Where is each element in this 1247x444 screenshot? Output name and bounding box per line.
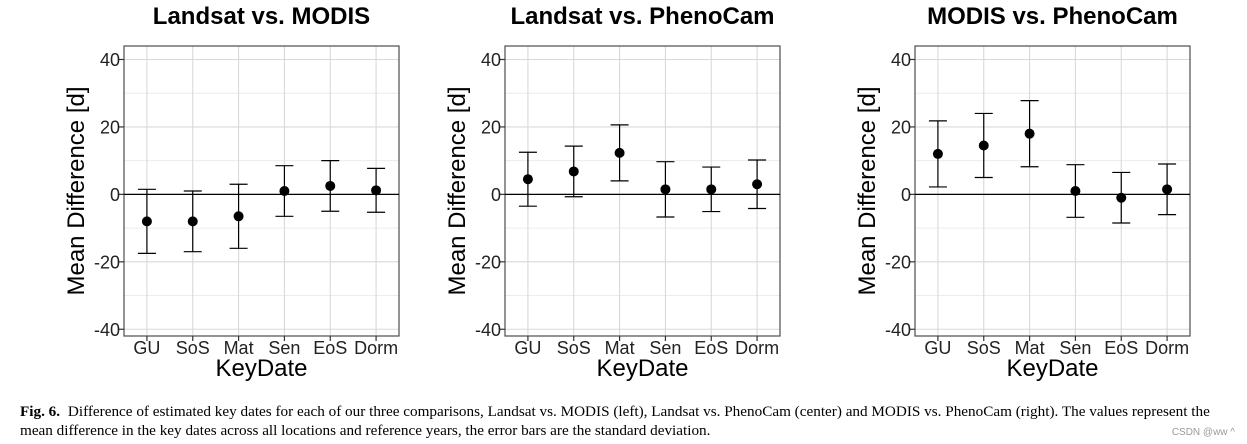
plot-border: [914, 45, 1191, 337]
y-tick-label: 20: [100, 117, 120, 137]
y-axis-label: Mean Difference [d]: [854, 86, 881, 295]
data-point: [706, 184, 717, 195]
y-tick-label: 40: [100, 50, 120, 70]
chart-title: Landsat vs. PhenoCam: [510, 3, 774, 30]
x-tick-label: SoS: [557, 338, 591, 358]
data-point: [187, 216, 198, 227]
x-tick-label: Dorm: [354, 338, 398, 358]
x-axis-label: KeyDate: [215, 355, 307, 382]
y-tick-label: -40: [885, 320, 911, 340]
caption-text: Difference of estimated key dates for ea…: [20, 403, 1210, 439]
y-tick-label: 20: [481, 117, 501, 137]
chart-panel-2: Landsat vs. PhenoCam -40 -20 0 20 40 GU SoS Mat S…: [444, 3, 781, 382]
y-tick-label: 0: [491, 185, 501, 205]
x-tick-label: SoS: [967, 338, 1001, 358]
chart-panel-3: MODIS vs. PhenoCam -40 -20 0 20 40 GU SoS Mat Sen…: [854, 3, 1191, 382]
x-tick-label: Dorm: [735, 338, 779, 358]
x-tick-label: EoS: [313, 338, 347, 358]
data-point: [1162, 184, 1173, 195]
y-tick-label: -20: [94, 252, 120, 272]
figure-caption: Fig. 6. Difference of estimated key date…: [20, 402, 1235, 440]
data-point: [978, 140, 989, 151]
data-point: [752, 179, 763, 190]
y-tick-label: -40: [475, 320, 501, 340]
data-point: [141, 216, 152, 227]
y-tick-label: 40: [891, 50, 911, 70]
x-axis-label: KeyDate: [1006, 355, 1098, 382]
y-tick-label: 40: [481, 50, 501, 70]
data-point: [1070, 186, 1081, 196]
y-tick-label: -20: [885, 252, 911, 272]
data-point: [932, 148, 943, 159]
y-axis-label: Mean Difference [d]: [63, 86, 90, 295]
data-point: [1024, 128, 1035, 139]
y-tick-label: -20: [475, 252, 501, 272]
y-tick-label: 0: [110, 185, 120, 205]
chart-title: Landsat vs. MODIS: [153, 3, 370, 30]
x-tick-label: GU: [514, 338, 541, 358]
x-tick-label: EoS: [1104, 338, 1138, 358]
plot-border: [123, 45, 400, 337]
data-point: [1116, 192, 1127, 203]
chart-title: MODIS vs. PhenoCam: [927, 3, 1178, 30]
data-point: [614, 147, 625, 158]
figure: Landsat vs. MODIS -40 -20 0 20 40 GU SoS Mat Sen E…: [63, 3, 1191, 382]
y-axis-label: Mean Difference [d]: [444, 86, 471, 295]
x-tick-label: EoS: [694, 338, 728, 358]
x-tick-label: Mat: [224, 338, 254, 358]
watermark: CSDN @ww ^: [1171, 427, 1235, 438]
x-axis-label: KeyDate: [596, 355, 688, 382]
data-point: [522, 174, 533, 185]
x-tick-label: Mat: [605, 338, 635, 358]
data-point: [233, 211, 244, 222]
data-point: [325, 180, 336, 191]
x-tick-label: Mat: [1015, 338, 1045, 358]
x-tick-label: SoS: [176, 338, 210, 358]
x-tick-label: GU: [133, 338, 160, 358]
data-point: [279, 186, 290, 196]
x-tick-label: Dorm: [1145, 338, 1189, 358]
x-tick-label: Sen: [1059, 338, 1091, 358]
y-tick-label: 0: [901, 185, 911, 205]
data-point: [660, 184, 671, 195]
y-tick-label: 20: [891, 117, 911, 137]
x-tick-label: Sen: [268, 338, 300, 358]
data-point: [371, 185, 382, 196]
chart-panel-1: Landsat vs. MODIS -40 -20 0 20 40 GU SoS Mat Sen E…: [63, 3, 400, 382]
x-tick-label: Sen: [649, 338, 681, 358]
data-point: [568, 166, 579, 177]
caption-label: Fig. 6.: [20, 403, 61, 420]
x-tick-label: GU: [924, 338, 951, 358]
y-tick-label: -40: [94, 320, 120, 340]
plot-border: [504, 45, 781, 337]
